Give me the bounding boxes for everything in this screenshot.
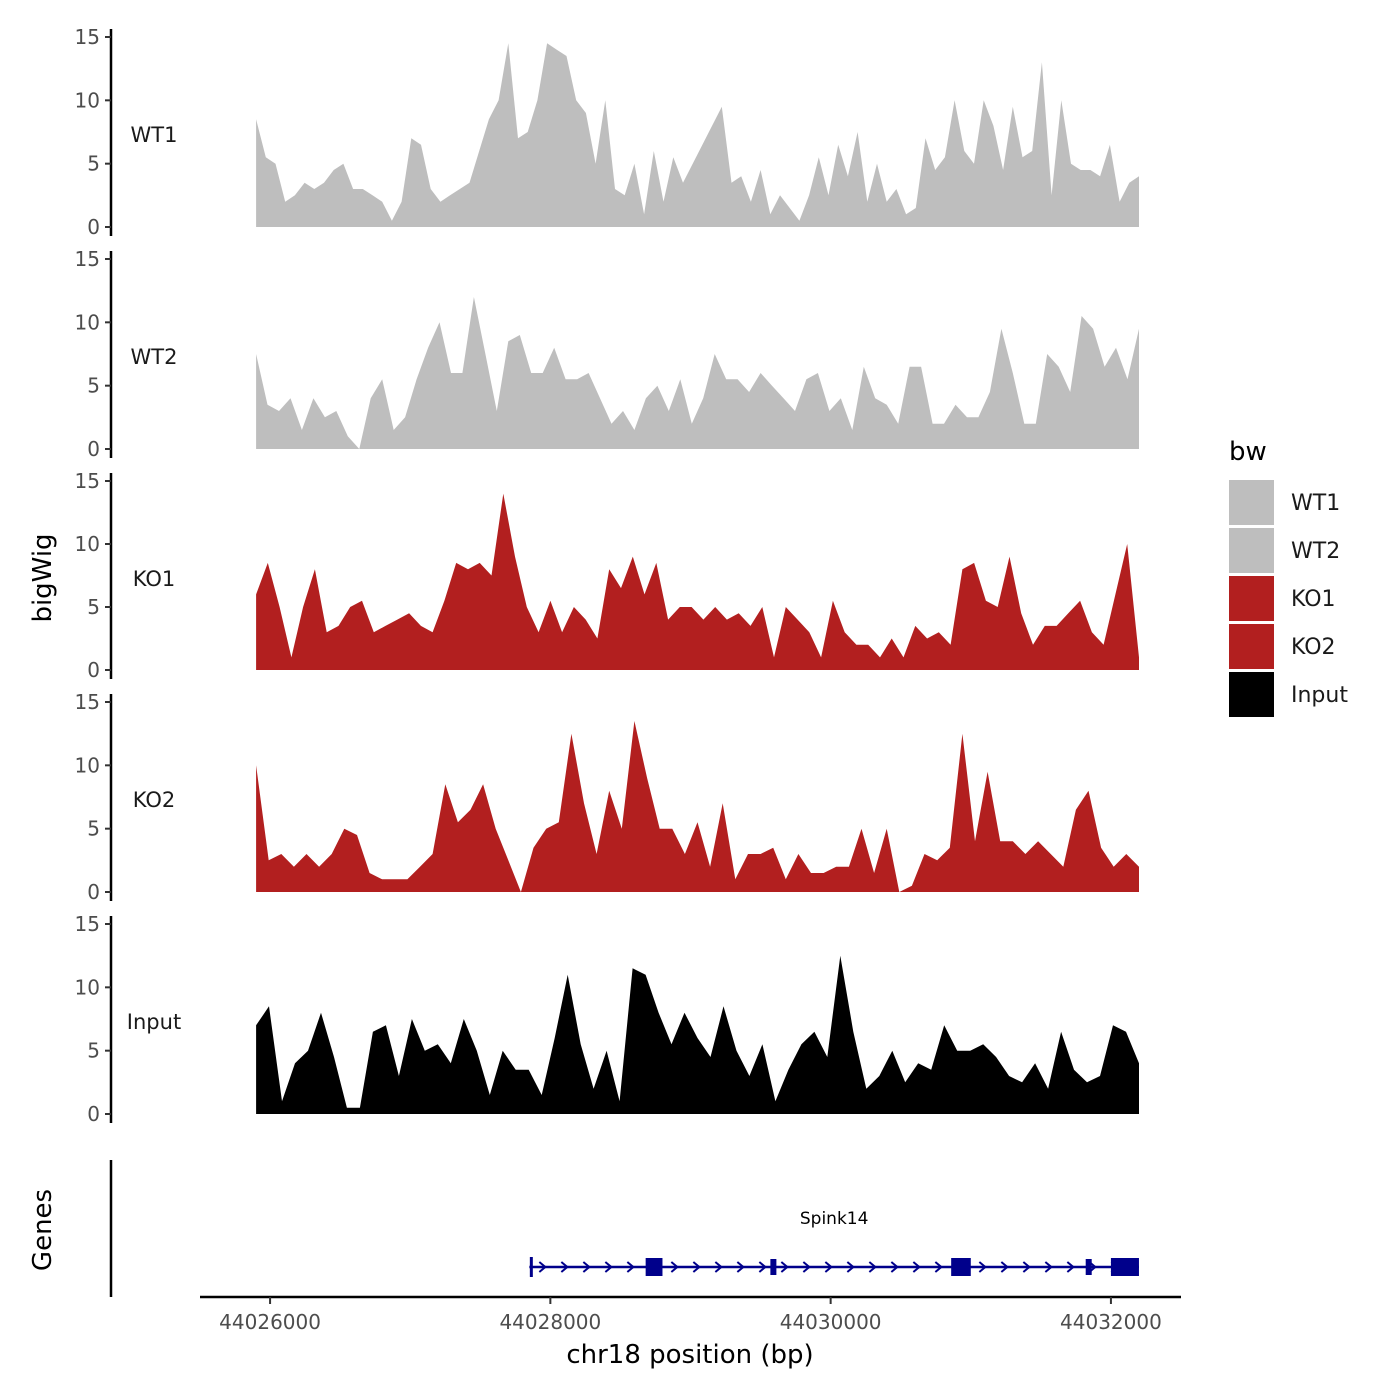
y-tick-label: 0 [87, 215, 100, 239]
strand-arrow [868, 1261, 877, 1273]
signal-area-ko1 [256, 493, 1140, 670]
legend-key-ko1 [1229, 576, 1274, 621]
track-ko2: 0 5 10 15 KO2 [75, 690, 1140, 904]
y-tick-label: 0 [87, 880, 100, 904]
strand-arrow [802, 1261, 811, 1273]
x-tick-label: 44030000 [780, 1310, 882, 1334]
y-tick-label: 15 [75, 912, 100, 936]
signal-area-ko2 [256, 721, 1140, 892]
y-tick-label: 15 [75, 25, 100, 49]
legend-key-ko2 [1229, 624, 1274, 669]
track-label-wt2: WT2 [131, 345, 178, 369]
strand-arrow [758, 1261, 767, 1273]
legend-label-ko2: KO2 [1291, 635, 1336, 660]
track-label-ko1: KO1 [133, 567, 176, 591]
y-tick-label: 10 [75, 88, 100, 112]
y-tick-label: 15 [75, 690, 100, 714]
strand-arrow [670, 1261, 679, 1273]
track-input: 0 5 10 15 Input [75, 912, 1140, 1126]
legend-label-ko1: KO1 [1291, 587, 1336, 612]
gene-label: Spink14 [800, 1209, 869, 1229]
track-label-ko2: KO2 [133, 788, 176, 812]
strand-arrow [1044, 1261, 1053, 1273]
x-tick-label: 44028000 [499, 1310, 601, 1334]
strand-arrow [604, 1261, 613, 1273]
track-label-wt1: WT1 [131, 123, 178, 147]
y-tick-label: 0 [87, 658, 100, 682]
strand-arrow [934, 1261, 943, 1273]
gene-exon [770, 1259, 777, 1275]
gene-exon [1085, 1259, 1092, 1275]
y-tick-label: 5 [87, 152, 100, 176]
y-tick-label: 5 [87, 374, 100, 398]
strand-arrow [582, 1261, 591, 1273]
y-tick-label: 10 [75, 532, 100, 556]
track-ko1: 0 5 10 15 KO1 [75, 469, 1140, 682]
y-tick-label: 5 [87, 817, 100, 841]
y-tick-label: 10 [75, 975, 100, 999]
track-wt2: 0 5 10 15 WT2 [75, 247, 1140, 461]
gene-exon [645, 1258, 663, 1276]
gene-exon [1110, 1258, 1139, 1276]
strand-arrow [692, 1261, 701, 1273]
y-tick-label: 10 [75, 310, 100, 334]
x-axis: 44026000 44028000 44030000 44032000 [200, 1295, 1181, 1334]
x-tick-label: 44032000 [1060, 1310, 1162, 1334]
y-tick-label: 5 [87, 595, 100, 619]
x-tick-label: 44026000 [219, 1310, 321, 1334]
strand-arrow [780, 1261, 789, 1273]
legend-label-wt1: WT1 [1291, 491, 1340, 516]
strand-arrow [1000, 1261, 1009, 1273]
strand-arrow [714, 1261, 723, 1273]
y-tick-label: 5 [87, 1039, 100, 1063]
strand-arrow [824, 1261, 833, 1273]
legend-key-wt1 [1229, 480, 1274, 525]
x-axis-title: chr18 position (bp) [566, 1340, 813, 1370]
strand-arrow [890, 1261, 899, 1273]
y-tick-label: 10 [75, 753, 100, 777]
legend-key-wt2 [1229, 528, 1274, 573]
signal-area-wt1 [256, 43, 1140, 227]
strand-arrow [1066, 1261, 1075, 1273]
y-tick-label: 15 [75, 247, 100, 271]
strand-arrow [736, 1261, 745, 1273]
signal-area-wt2 [256, 297, 1140, 449]
legend-title: bw [1229, 437, 1267, 467]
gene-exon [951, 1258, 971, 1276]
legend-label-wt2: WT2 [1291, 539, 1340, 564]
strand-arrow [912, 1261, 921, 1273]
y-tick-label: 0 [87, 1102, 100, 1126]
track-label-input: Input [127, 1010, 181, 1034]
bigwig-tracks: 0 5 10 15 WT1 0 5 10 15 WT2 0 5 10 15 KO1 0 5 10 15 KO2 0 5 10… [75, 25, 1140, 1126]
strand-arrow [560, 1261, 569, 1273]
signal-area-input [256, 955, 1140, 1114]
legend-key-input [1229, 672, 1274, 717]
y-axis-title: bigWig [28, 533, 58, 622]
y-tick-label: 0 [87, 437, 100, 461]
track-wt1: 0 5 10 15 WT1 [75, 25, 1140, 239]
strand-arrow [1022, 1261, 1031, 1273]
gene-spink14: Spink14 [529, 1209, 1139, 1277]
legend: bw WT1 WT2 KO1 KO2 Input [1229, 437, 1348, 717]
y-tick-label: 15 [75, 469, 100, 493]
genes-axis-title: Genes [28, 1189, 58, 1271]
strand-arrow [978, 1261, 987, 1273]
gene-panel: Spink14 [109, 1160, 1139, 1297]
strand-arrow [846, 1261, 855, 1273]
strand-arrow [626, 1261, 635, 1273]
strand-arrow [538, 1261, 547, 1273]
legend-label-input: Input [1291, 683, 1348, 708]
